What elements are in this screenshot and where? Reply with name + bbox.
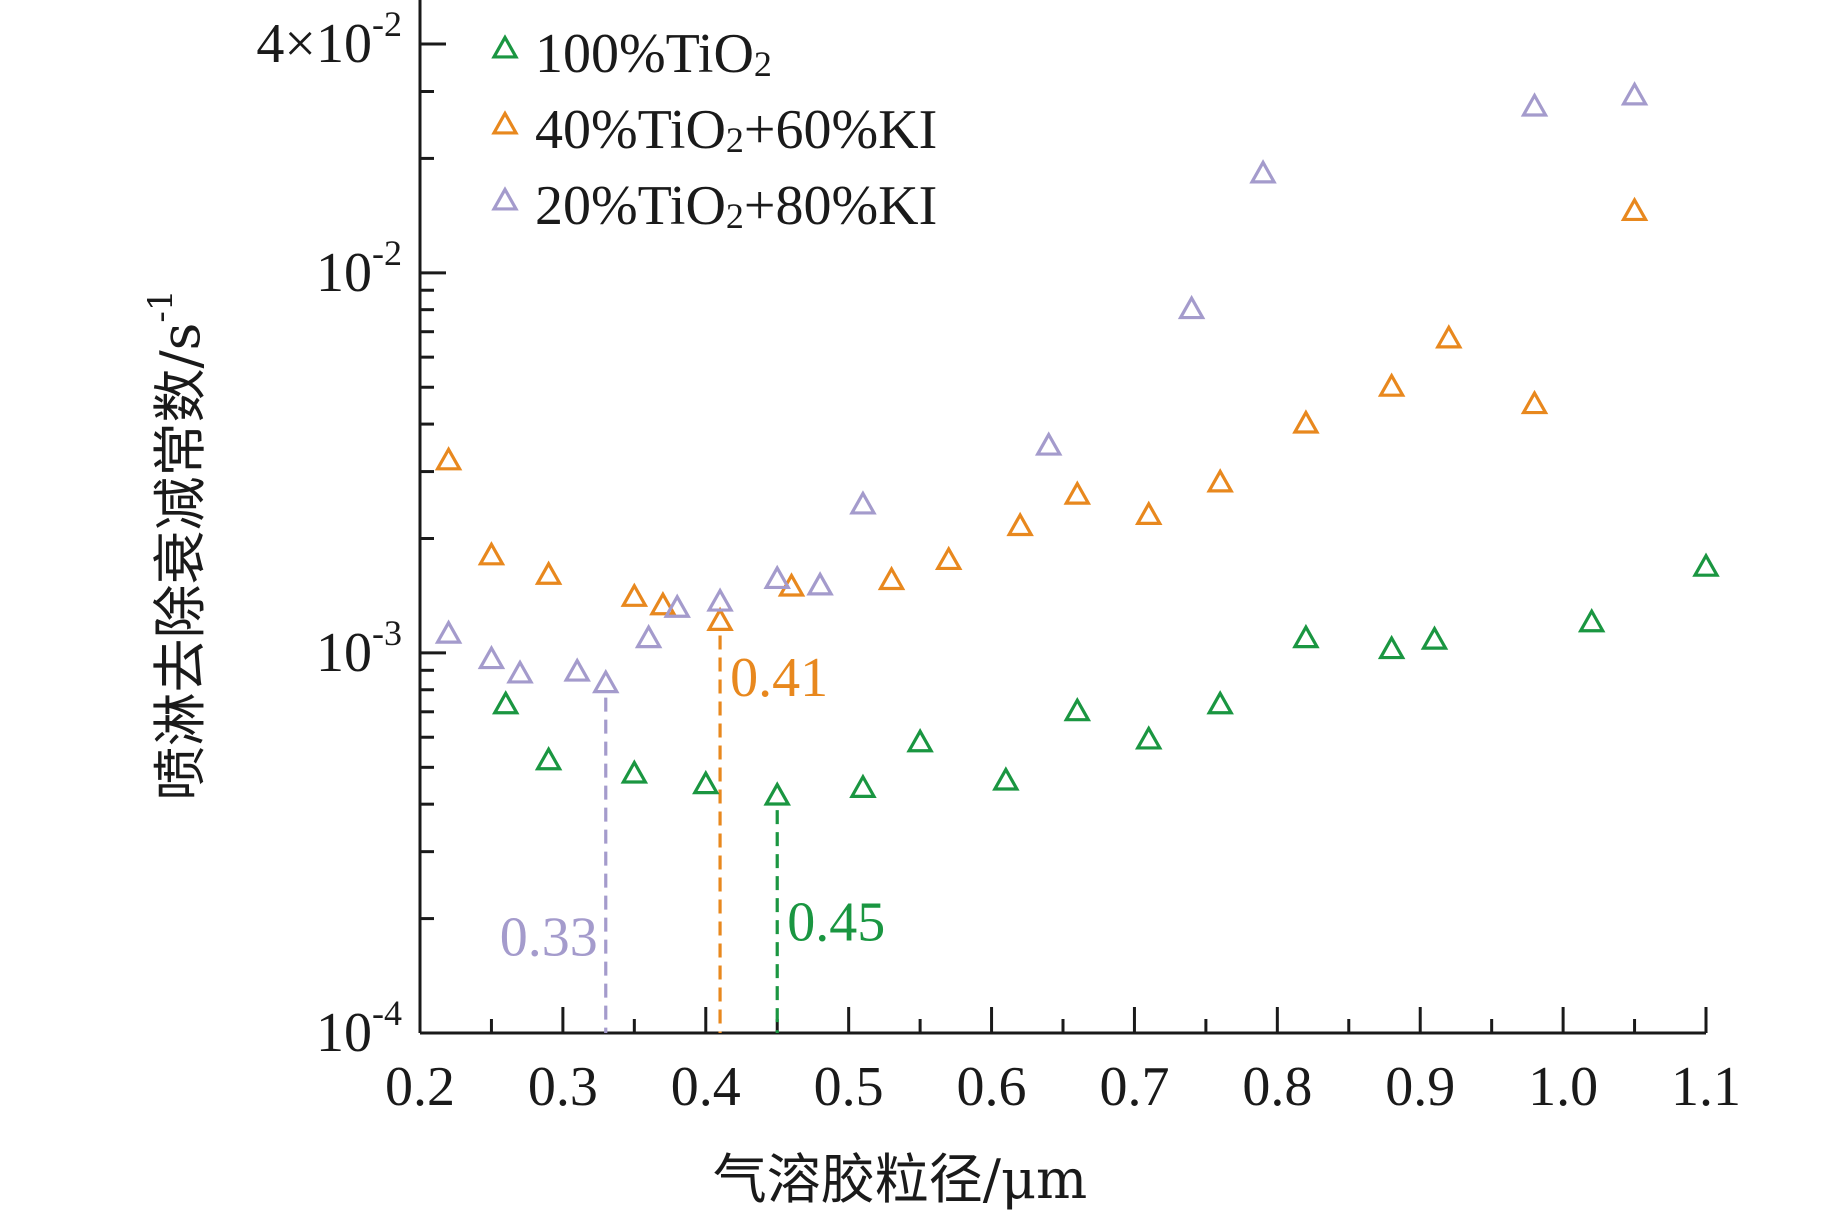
y-tick-label: 10-2 xyxy=(316,233,402,304)
y-tick-exp: -2 xyxy=(372,233,402,273)
data-point-3 xyxy=(1520,92,1549,117)
annotation-label: 0.45 xyxy=(787,892,885,954)
y-tick-exp: -2 xyxy=(372,4,402,44)
x-tick-label: 1.1 xyxy=(1671,1056,1741,1118)
y-tick-exp: -4 xyxy=(372,993,402,1033)
data-point-2 xyxy=(1134,500,1163,525)
data-point-3 xyxy=(849,490,877,515)
data-point-2 xyxy=(1006,511,1034,537)
y-tick-label: 10-3 xyxy=(316,613,402,684)
y-tick-label: 4×10-2 xyxy=(256,4,402,75)
x-tick-label: 1.0 xyxy=(1528,1056,1598,1118)
data-point-3 xyxy=(1620,81,1649,106)
data-point-2 xyxy=(1620,196,1649,222)
data-point-3 xyxy=(806,571,834,596)
legend-entry-rest: +60%KI xyxy=(744,99,937,161)
x-tick-label: 0.8 xyxy=(1242,1056,1312,1118)
data-point-1 xyxy=(620,759,649,784)
y-tick-base: 4×10 xyxy=(256,13,372,75)
data-point-1 xyxy=(763,781,791,806)
x-tick-label: 0.4 xyxy=(671,1056,741,1118)
data-point-2 xyxy=(477,541,506,566)
y-axis-title-main: 喷淋去除衰减常数/s xyxy=(149,323,212,801)
data-point-1 xyxy=(1420,625,1449,650)
data-point-3 xyxy=(1177,294,1206,320)
legend-entry: 100%TiO2 xyxy=(535,23,772,85)
legend-entry: 20%TiO2+80%KI xyxy=(535,175,937,237)
legend-entry: 40%TiO2+60%KI xyxy=(535,99,937,161)
data-point-3 xyxy=(563,657,591,682)
data-point-2 xyxy=(1292,409,1320,434)
legend-marker xyxy=(491,186,519,211)
data-point-1 xyxy=(1377,634,1406,660)
data-point-3 xyxy=(763,564,791,590)
data-point-1 xyxy=(992,766,1020,791)
data-point-2 xyxy=(534,560,563,585)
data-point-2 xyxy=(1435,324,1463,349)
data-point-3 xyxy=(663,593,691,618)
plot-area: 0.2 0.3 0.4 0.5 0.6 0.7 0.8 0.9 1.0 1.110-410-310… xyxy=(256,0,1741,1118)
legend-entry-sub: 2 xyxy=(754,44,772,84)
data-point-1 xyxy=(1692,552,1720,577)
data-point-2 xyxy=(1206,468,1234,493)
data-point-2 xyxy=(1063,480,1092,505)
data-point-2 xyxy=(934,545,963,571)
legend-entry-main: 100%TiO xyxy=(535,23,754,85)
data-point-2 xyxy=(877,565,906,591)
data-point-3 xyxy=(1034,431,1063,456)
data-point-3 xyxy=(592,668,620,694)
y-tick-base: 10 xyxy=(316,1002,372,1064)
data-point-1 xyxy=(1577,608,1606,633)
data-point-2 xyxy=(706,606,734,631)
data-point-1 xyxy=(1206,690,1234,715)
y-tick-base: 10 xyxy=(316,622,372,684)
data-point-1 xyxy=(1134,725,1163,750)
data-point-2 xyxy=(649,591,677,616)
data-point-1 xyxy=(849,773,877,798)
legend-marker xyxy=(491,34,519,59)
data-point-1 xyxy=(1292,623,1320,649)
x-tick-label: 0.5 xyxy=(814,1056,884,1118)
x-tick-label: 0.2 xyxy=(385,1056,455,1118)
legend-entry-main: 40%TiO xyxy=(535,99,726,161)
data-point-1 xyxy=(692,769,720,795)
legend-entry-main: 20%TiO xyxy=(535,175,726,237)
legend-entry-sub: 2 xyxy=(726,120,744,160)
x-axis-title: 气溶胶粒径/μm xyxy=(713,1148,1088,1211)
y-tick-base: 10 xyxy=(316,242,372,304)
data-point-3 xyxy=(434,619,463,644)
x-tick-label: 0.7 xyxy=(1099,1056,1169,1118)
legend-entry-sub: 2 xyxy=(726,196,744,236)
legend-marker xyxy=(491,110,519,135)
y-axis-title-group: 喷淋去除衰减常数/s-1 xyxy=(141,289,212,800)
data-point-1 xyxy=(491,690,520,715)
data-point-3 xyxy=(634,623,663,649)
data-point-1 xyxy=(534,746,563,771)
data-point-1 xyxy=(906,728,934,753)
data-point-3 xyxy=(1249,159,1277,184)
data-point-3 xyxy=(706,587,734,612)
data-point-1 xyxy=(1063,696,1092,722)
data-point-2 xyxy=(1520,389,1549,415)
data-point-2 xyxy=(434,446,463,471)
data-point-3 xyxy=(506,659,534,684)
y-tick-exp: -3 xyxy=(372,613,402,653)
x-tick-label: 0.6 xyxy=(957,1056,1027,1118)
data-point-2 xyxy=(620,582,649,607)
data-point-2 xyxy=(1377,372,1406,397)
annotation-label: 0.41 xyxy=(730,647,828,709)
y-axis-title-sup: -1 xyxy=(141,289,181,322)
legend-entry-rest: +80%KI xyxy=(744,175,937,237)
y-tick-label: 10-4 xyxy=(316,993,402,1064)
y-axis-title: 喷淋去除衰减常数/s-1 xyxy=(141,289,212,800)
x-tick-label: 0.9 xyxy=(1385,1056,1455,1118)
data-point-3 xyxy=(477,644,506,670)
x-tick-label: 0.3 xyxy=(528,1056,598,1118)
annotation-label: 0.33 xyxy=(500,906,598,968)
